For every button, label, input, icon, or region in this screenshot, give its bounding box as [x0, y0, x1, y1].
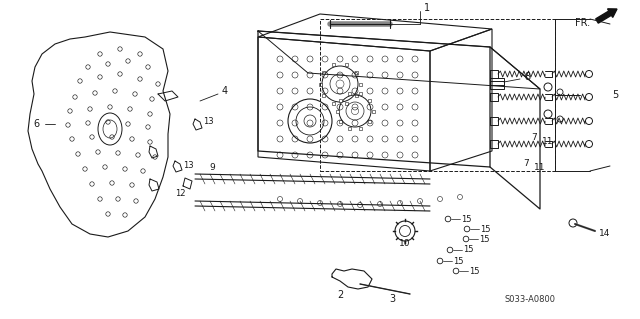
Text: 15: 15: [479, 234, 489, 243]
Bar: [355, 71, 358, 74]
Text: 13: 13: [203, 116, 213, 125]
Bar: [348, 93, 351, 95]
Bar: [345, 63, 348, 66]
Text: 7: 7: [531, 132, 537, 142]
Bar: [319, 83, 321, 85]
Text: 15: 15: [480, 225, 490, 234]
Text: 1: 1: [424, 3, 430, 13]
Bar: [339, 120, 342, 123]
Text: S033-A0800: S033-A0800: [504, 294, 556, 303]
Bar: [323, 94, 325, 97]
Text: 12: 12: [175, 189, 185, 198]
Bar: [355, 94, 358, 97]
Bar: [320, 19, 555, 171]
Text: 10: 10: [399, 240, 411, 249]
Text: 7: 7: [523, 160, 529, 168]
Bar: [332, 63, 335, 66]
Text: 5: 5: [612, 90, 618, 100]
Bar: [323, 71, 325, 74]
Bar: [335, 109, 339, 113]
Bar: [368, 120, 371, 123]
Text: 15: 15: [452, 256, 463, 265]
Bar: [359, 127, 362, 130]
Text: 9: 9: [209, 162, 215, 172]
Bar: [490, 81, 504, 89]
Text: FR.: FR.: [575, 18, 590, 28]
Text: 15: 15: [461, 214, 471, 224]
Bar: [358, 83, 362, 85]
Text: 13: 13: [182, 160, 193, 169]
Text: 3: 3: [389, 294, 395, 304]
Text: 11: 11: [534, 164, 546, 173]
Bar: [359, 93, 362, 95]
Text: 2: 2: [337, 290, 343, 300]
Text: 15: 15: [468, 266, 479, 276]
Text: 4: 4: [222, 86, 228, 96]
Bar: [490, 78, 504, 85]
Bar: [348, 127, 351, 130]
Bar: [345, 101, 348, 105]
Text: 6: 6: [34, 119, 40, 129]
Text: 15: 15: [463, 246, 473, 255]
Text: 8: 8: [524, 72, 530, 82]
FancyArrow shape: [596, 9, 617, 23]
Bar: [339, 99, 342, 102]
Text: 14: 14: [599, 229, 611, 239]
Text: 11: 11: [542, 137, 554, 145]
Bar: [371, 109, 374, 113]
Bar: [332, 101, 335, 105]
Bar: [368, 99, 371, 102]
